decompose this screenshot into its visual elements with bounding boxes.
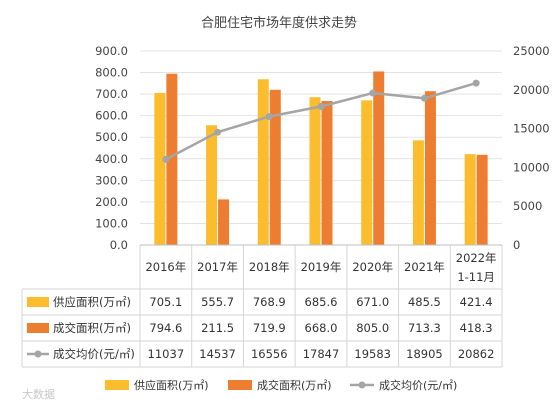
category-label: 2017年 [197, 260, 238, 274]
table-cell-value: 418.3 [460, 321, 493, 335]
bar [218, 199, 230, 245]
price-point [472, 79, 480, 87]
right-axis-tick: 15000 [513, 122, 550, 136]
table-cell-value: 705.1 [149, 295, 182, 309]
table-cell-value: 211.5 [201, 321, 234, 335]
right-axis-ticks: 0 5000 10000 15000 20000 25000 [513, 44, 550, 252]
table-series-name: 成交面积(万㎡) [53, 321, 131, 335]
price-point [214, 128, 222, 136]
table-cell-value: 11037 [148, 347, 185, 361]
watermark: 大数据 [22, 387, 55, 401]
price-line-layer [162, 79, 480, 163]
gridlines [140, 50, 502, 224]
legend-key [105, 380, 129, 390]
bar [269, 89, 281, 245]
category-label: 1-11月 [457, 270, 495, 284]
left-axis-tick: 300.0 [95, 173, 128, 187]
left-axis-tick: 600.0 [95, 109, 128, 123]
price-point [265, 113, 273, 121]
price-point [369, 89, 377, 97]
bar [412, 140, 424, 245]
bar [309, 97, 321, 245]
right-axis-tick: 5000 [513, 199, 542, 213]
table-legend-key [27, 297, 49, 307]
right-axis-tick: 25000 [513, 44, 550, 58]
legend: 供应面积(万㎡) 成交面积(万㎡) 成交均价(元/㎡) [105, 378, 457, 392]
table-cell-value: 671.0 [356, 295, 389, 309]
bar [154, 93, 166, 245]
bar [373, 71, 385, 245]
table-cell-value: 713.3 [408, 321, 441, 335]
price-point [420, 94, 428, 102]
table-cell-value: 14537 [199, 347, 236, 361]
bar [476, 154, 488, 245]
category-label: 2022年 [456, 251, 497, 265]
left-axis-tick: 200.0 [95, 195, 128, 209]
bars-layer [154, 71, 488, 246]
table-cell-value: 19583 [354, 347, 391, 361]
table-cell-value: 18905 [406, 347, 443, 361]
table-cell-value: 485.5 [408, 295, 441, 309]
table-cell-value: 794.6 [149, 321, 182, 335]
bar [361, 100, 373, 246]
table-cell-value: 668.0 [305, 321, 338, 335]
table-cell-value: 719.9 [253, 321, 286, 335]
category-label: 2018年 [249, 260, 290, 274]
table-series-name: 成交均价(元/㎡) [53, 347, 135, 361]
left-axis-tick: 500.0 [95, 130, 128, 144]
category-label: 2019年 [301, 260, 342, 274]
left-axis-tick: 100.0 [95, 216, 128, 230]
legend-key [358, 381, 366, 389]
legend-key [228, 380, 252, 390]
left-axis-tick: 0.0 [110, 238, 128, 252]
category-label: 2021年 [404, 260, 445, 274]
table-series-name: 供应面积(万㎡) [53, 295, 131, 309]
table-cell-value: 17847 [303, 347, 340, 361]
left-axis-ticks: 0.0 100.0 200.0 300.0 400.0 500.0 600.0 700.0 80… [95, 44, 128, 252]
data-table: 2016年 2017年 2018年 2019年 2020年 2021年 2022年 1-11月… [21, 244, 503, 368]
chart-title: 合肥住宅市场年度供求走势 [201, 15, 357, 31]
table-legend-key [34, 350, 42, 358]
left-axis-tick: 700.0 [95, 87, 128, 101]
bar [464, 154, 476, 245]
table-legend-key [27, 323, 49, 333]
right-axis-tick: 0 [513, 238, 520, 252]
price-point [162, 155, 170, 163]
left-axis-tick: 900.0 [95, 44, 128, 58]
table-cell-value: 421.4 [460, 295, 493, 309]
legend-label: 成交面积(万㎡) [257, 378, 332, 392]
table-cell-value: 805.0 [356, 321, 389, 335]
bar [424, 91, 436, 245]
table-cell-value: 685.6 [305, 295, 338, 309]
right-axis-tick: 20000 [513, 83, 550, 97]
legend-label: 成交均价(元/㎡) [379, 378, 457, 392]
table-cell-value: 20862 [458, 347, 495, 361]
table-cell-value: 555.7 [201, 295, 234, 309]
bar [206, 125, 218, 245]
category-label: 2020年 [352, 260, 393, 274]
table-cell-value: 768.9 [253, 295, 286, 309]
legend-label: 供应面积(万㎡) [134, 378, 209, 392]
table-cell-value: 16556 [251, 347, 288, 361]
category-label: 2016年 [145, 260, 186, 274]
left-axis-tick: 400.0 [95, 152, 128, 166]
price-point [317, 103, 325, 111]
bar [257, 79, 269, 245]
bar [166, 73, 178, 245]
bar [321, 101, 333, 246]
right-axis-tick: 10000 [513, 160, 550, 174]
left-axis-tick: 800.0 [95, 66, 128, 80]
